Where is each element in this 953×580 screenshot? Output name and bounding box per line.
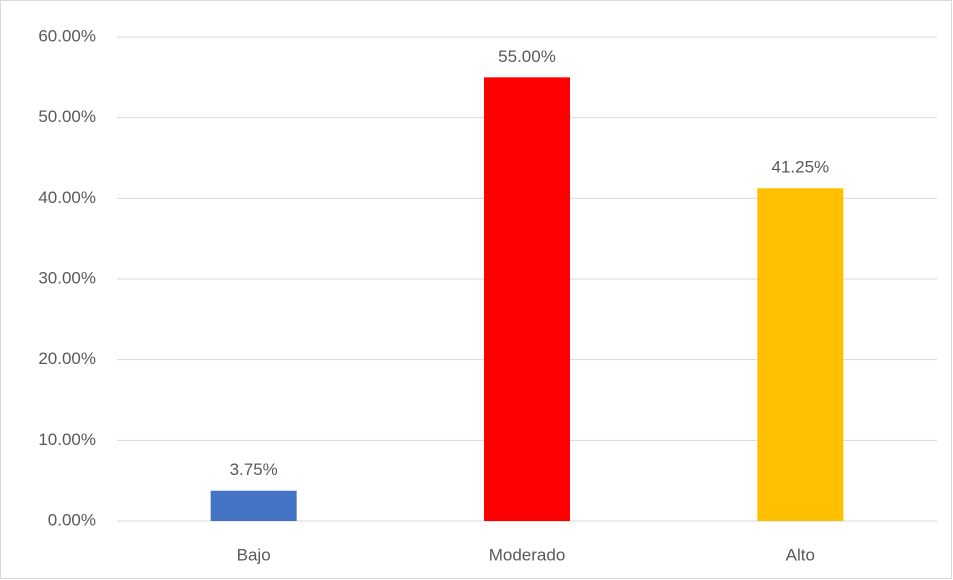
bar [757,188,844,521]
y-tick-label: 30.00% [38,268,96,287]
y-tick-label: 0.00% [48,510,96,529]
data-label: 55.00% [498,47,556,66]
y-tick-label: 20.00% [38,349,96,368]
bar [484,77,570,521]
y-tick-label: 40.00% [38,188,96,207]
data-label: 41.25% [771,158,829,177]
y-tick-label: 60.00% [38,26,96,45]
bar [210,490,297,521]
y-tick-label: 50.00% [38,107,96,126]
x-tick-label: Bajo [237,545,271,564]
data-label: 3.75% [230,460,278,479]
x-tick-label: Alto [786,545,815,564]
x-tick-label: Moderado [489,545,566,564]
y-tick-label: 10.00% [38,430,96,449]
